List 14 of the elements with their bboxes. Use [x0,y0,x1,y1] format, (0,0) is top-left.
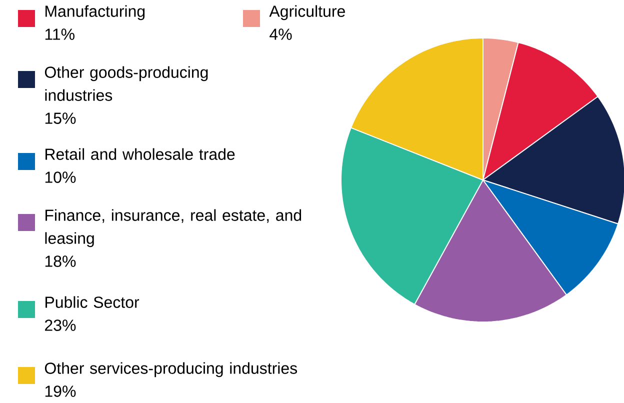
legend-label: Other goods-producing industries [44,66,208,101]
data-label: 10% [45,172,76,183]
data-label: 18% [45,256,76,267]
legend-label: Finance, insurance, real estate, and leasing [45,209,302,248]
legend-label: Other services-producing industries [44,362,298,378]
data-label: 19% [45,386,76,397]
legend-label: Retail and wholesale trade [46,148,235,160]
data-label: 15% [45,112,76,124]
data-label: 11% [45,28,74,40]
data-label: 4% [270,28,292,40]
legend-label: Agriculture [269,5,345,20]
data-label: 23% [45,320,76,331]
legend-label: Manufacturing [46,5,145,20]
legend-label: Public Sector [46,296,140,308]
